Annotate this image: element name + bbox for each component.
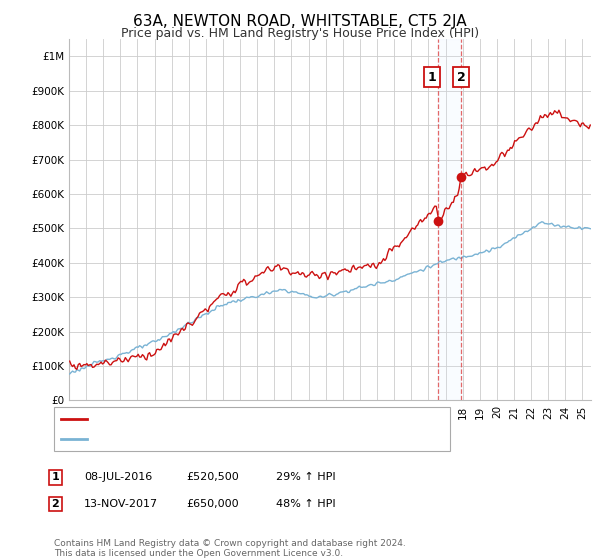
Text: HPI: Average price, detached house, Canterbury: HPI: Average price, detached house, Cant…	[94, 434, 346, 444]
Text: Contains HM Land Registry data © Crown copyright and database right 2024.
This d: Contains HM Land Registry data © Crown c…	[54, 539, 406, 558]
Text: 2: 2	[457, 71, 466, 83]
Bar	[437, 39, 461, 400]
Text: 63A, NEWTON ROAD, WHITSTABLE, CT5 2JA (detached house): 63A, NEWTON ROAD, WHITSTABLE, CT5 2JA (d…	[94, 414, 416, 424]
Text: 08-JUL-2016: 08-JUL-2016	[84, 472, 152, 482]
Text: 48% ↑ HPI: 48% ↑ HPI	[276, 499, 335, 509]
Text: 2: 2	[52, 499, 59, 509]
Text: £520,500: £520,500	[186, 472, 239, 482]
Text: Price paid vs. HM Land Registry's House Price Index (HPI): Price paid vs. HM Land Registry's House …	[121, 27, 479, 40]
Text: 29% ↑ HPI: 29% ↑ HPI	[276, 472, 335, 482]
Text: £650,000: £650,000	[186, 499, 239, 509]
Text: 63A, NEWTON ROAD, WHITSTABLE, CT5 2JA: 63A, NEWTON ROAD, WHITSTABLE, CT5 2JA	[133, 14, 467, 29]
Text: 1: 1	[52, 472, 59, 482]
Text: 1: 1	[427, 71, 436, 83]
Text: 13-NOV-2017: 13-NOV-2017	[84, 499, 158, 509]
